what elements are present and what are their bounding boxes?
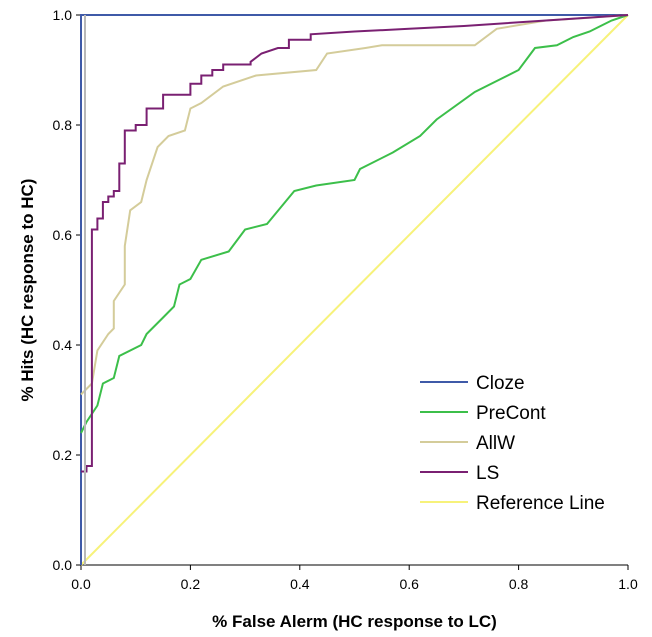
legend-label-allw: AllW <box>476 433 515 454</box>
y-tick-label: 1.0 <box>53 7 73 23</box>
legend-label-reference-line: Reference Line <box>476 493 605 514</box>
y-tick-label: 0.8 <box>53 117 73 133</box>
x-tick-label: 0.0 <box>71 576 91 592</box>
series-line-reference-line <box>80 14 629 566</box>
x-tick-label: 1.0 <box>618 576 638 592</box>
y-tick-label: 0.2 <box>53 447 73 463</box>
y-tick-label: 0.0 <box>53 557 73 573</box>
y-axis-title: % Hits (HC response to HC) <box>18 179 37 402</box>
y-tick-label: 0.4 <box>53 337 73 353</box>
x-tick-label: 0.8 <box>509 576 529 592</box>
series-line-allw <box>80 14 629 396</box>
x-axis-title: % False Alerm (HC response to LC) <box>212 612 497 631</box>
legend-label-cloze: Cloze <box>476 373 525 394</box>
series-line-precont <box>80 14 629 434</box>
legend: Cloze PreCont AllW LS Reference Line <box>420 373 605 514</box>
x-tick-label: 0.6 <box>399 576 419 592</box>
y-tick-label: 0.6 <box>53 227 73 243</box>
x-tick-label: 0.4 <box>290 576 310 592</box>
x-axis: 0.0 0.2 0.4 0.6 0.8 1.0 <box>71 565 638 592</box>
legend-label-precont: PreCont <box>476 403 546 424</box>
y-axis: 0.0 0.2 0.4 0.6 0.8 1.0 <box>53 7 81 573</box>
x-tick-label: 0.2 <box>181 576 201 592</box>
series-line-cloze <box>80 14 628 565</box>
legend-label-ls: LS <box>476 463 499 484</box>
series-line-ls <box>81 14 629 473</box>
series-lines <box>80 14 629 566</box>
